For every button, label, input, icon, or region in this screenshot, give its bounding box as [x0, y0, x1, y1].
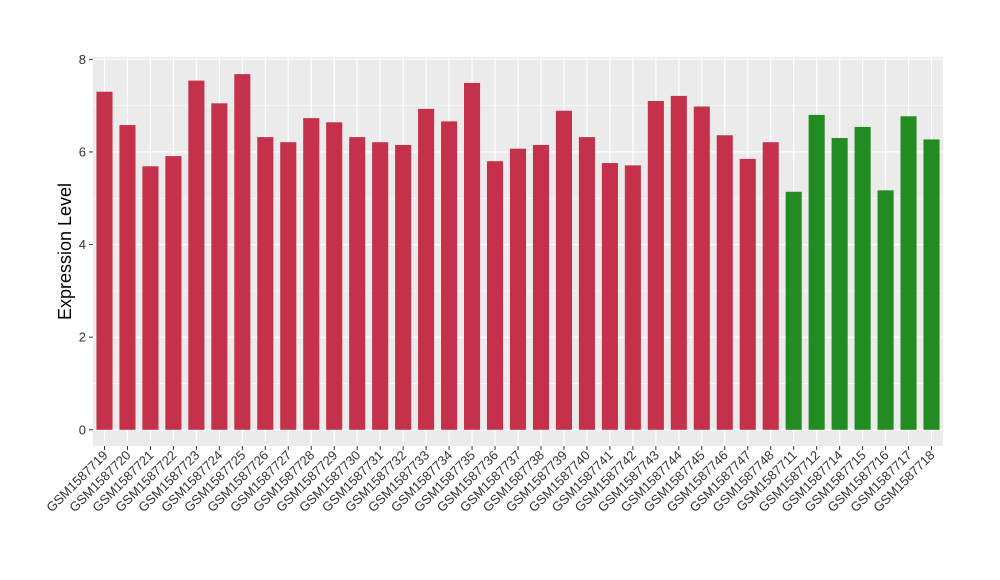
bar-GSM1587724	[211, 103, 228, 430]
bar-GSM1587721	[142, 166, 159, 430]
bar-GSM1587742	[624, 165, 641, 430]
y-tick-label: 0	[79, 422, 86, 437]
bar-GSM1587748	[762, 142, 779, 430]
bar-GSM1587737	[509, 148, 527, 430]
bar-GSM1587716	[877, 190, 894, 430]
bar-GSM1587740	[578, 137, 595, 430]
y-axis-title: Expression Level	[55, 183, 75, 320]
bar-GSM1587728	[303, 118, 320, 430]
bar-GSM1587727	[280, 142, 297, 430]
bar-GSM1587718	[923, 139, 940, 430]
bar-GSM1587745	[693, 106, 710, 430]
bar-GSM1587714	[831, 138, 848, 430]
bar-GSM1587720	[119, 125, 136, 430]
bar-GSM1587732	[395, 144, 412, 430]
bar-GSM1587735	[464, 82, 481, 430]
bar-GSM1587715	[854, 126, 871, 430]
y-tick-label: 8	[79, 52, 86, 67]
y-tick-label: 6	[79, 144, 86, 159]
bar-GSM1587736	[486, 161, 504, 430]
y-tick-label: 2	[79, 330, 86, 345]
bar-GSM1587725	[234, 74, 251, 430]
bar-GSM1587741	[601, 163, 618, 430]
bar-GSM1587730	[349, 137, 366, 430]
bar-GSM1587739	[555, 110, 572, 430]
bar-GSM1587719	[96, 91, 113, 430]
bar-GSM1587726	[257, 137, 274, 430]
bar-GSM1587722	[165, 156, 182, 430]
bar-GSM1587738	[532, 144, 550, 430]
bar-GSM1587717	[900, 116, 917, 430]
x-axis: GSM1587719GSM1587720GSM1587721GSM1587722…	[43, 446, 938, 515]
bar-GSM1587731	[372, 142, 389, 430]
bar-GSM1587729	[326, 122, 343, 430]
bar-GSM1587711	[785, 191, 802, 430]
bar-GSM1587744	[670, 95, 687, 430]
bar-GSM1587723	[188, 80, 205, 430]
bar-GSM1587733	[418, 108, 435, 430]
bars	[96, 74, 940, 430]
bar-GSM1587734	[441, 121, 458, 430]
y-tick-label: 4	[79, 237, 86, 252]
bar-GSM1587743	[647, 100, 664, 430]
bar-GSM1587747	[739, 158, 756, 430]
y-axis: 0 2 4 6 8	[79, 52, 93, 437]
bar-GSM1587746	[716, 135, 733, 430]
bar-GSM1587712	[808, 114, 825, 430]
